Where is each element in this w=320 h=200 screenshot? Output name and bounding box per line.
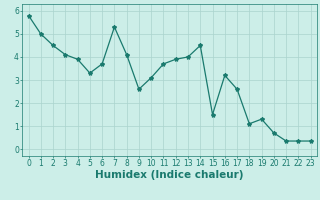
X-axis label: Humidex (Indice chaleur): Humidex (Indice chaleur) xyxy=(95,170,244,180)
